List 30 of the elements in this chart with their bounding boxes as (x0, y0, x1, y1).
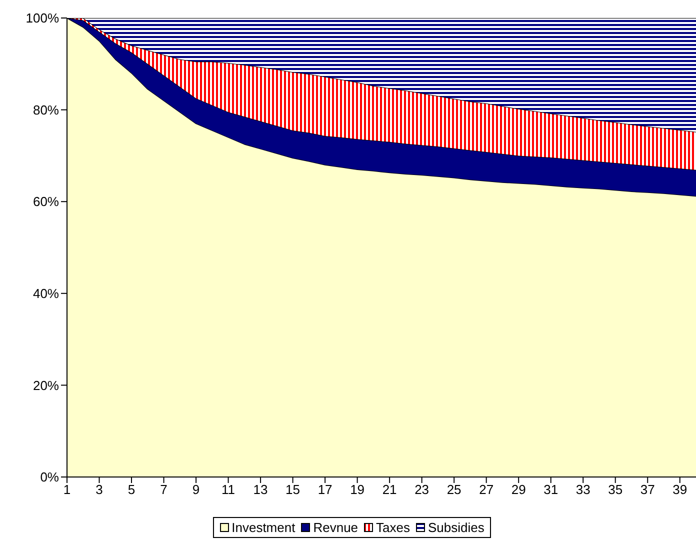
x-tick-label: 9 (192, 482, 200, 498)
legend-label: Investment (232, 520, 296, 535)
x-tick-label: 11 (222, 482, 236, 498)
x-tick-label: 37 (640, 482, 655, 498)
y-tick-label: 0% (40, 470, 60, 485)
x-tick-label: 39 (672, 482, 688, 498)
x-tick-label: 35 (608, 482, 623, 498)
y-tick-label: 60% (32, 194, 60, 210)
x-tick-label: 13 (253, 482, 268, 498)
legend-label: Subsidies (428, 520, 484, 535)
x-tick-label: 15 (286, 482, 300, 498)
x-tick-label: 31 (544, 482, 558, 498)
x-tick-label: 23 (414, 482, 430, 498)
x-tick-label: 21 (382, 482, 397, 498)
x-tick-label: 33 (576, 482, 590, 498)
y-tick-label: 20% (32, 378, 60, 393)
x-tick-label: 5 (128, 482, 136, 498)
x-tick-label: 25 (446, 482, 462, 498)
x-tick-label: 29 (511, 482, 526, 498)
y-tick-label: 100% (26, 10, 60, 26)
x-tick-label: 17 (318, 482, 332, 498)
x-tick-label: 7 (160, 482, 168, 498)
y-tick-label: 40% (32, 286, 60, 302)
legend-label: Taxes (376, 520, 410, 535)
x-tick-label: 19 (350, 482, 365, 498)
x-tick-label: 27 (479, 482, 494, 498)
x-tick-label: 3 (96, 482, 103, 498)
y-tick-label: 80% (32, 102, 60, 118)
legend-label: Revnue (313, 520, 358, 535)
x-tick-label: 1 (63, 482, 71, 498)
